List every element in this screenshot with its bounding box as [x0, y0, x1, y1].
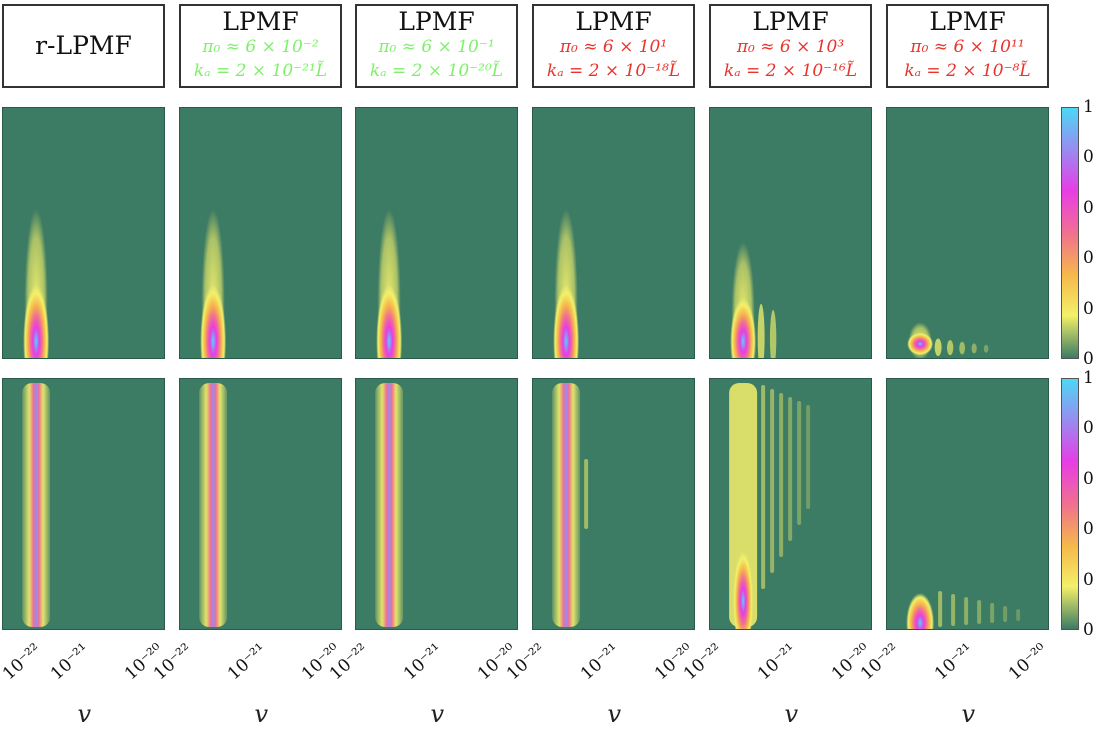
bottom-heatmap-panel-1 [2, 378, 165, 630]
density-band [22, 383, 51, 627]
fringe [788, 397, 793, 541]
column-header-5: LPMF π₀ ≈ 6 × 10³ kₐ = 2 × 10⁻¹⁶L̃ [709, 4, 872, 88]
fringe [761, 385, 766, 589]
pi-zero-label: π₀ ≈ 6 × 10¹¹ [910, 37, 1025, 57]
pi-zero-label: π₀ ≈ 6 × 10⁻² [202, 37, 319, 57]
fringe [757, 303, 765, 358]
colorbar-tick-label: 1 [1083, 368, 1094, 388]
x-axis-label: v [961, 700, 976, 728]
density-peak [23, 284, 50, 358]
bottom-heatmap-panel-4 [532, 378, 695, 630]
colorbar-tick-label: 0 [1083, 298, 1094, 319]
bottom-heatmap-panel-6 [886, 378, 1049, 630]
x-axis-label: v [784, 700, 799, 728]
fringe [964, 597, 969, 625]
column-header-3: LPMF π₀ ≈ 6 × 10⁻¹ kₐ = 2 × 10⁻²⁰L̃ [355, 4, 518, 88]
fringe [934, 338, 942, 357]
top-heatmap-panel-4 [532, 107, 695, 359]
pi-zero-label: π₀ ≈ 6 × 10³ [736, 37, 845, 57]
fringe [977, 600, 982, 624]
x-tick-label: 10⁻²¹ [224, 639, 271, 685]
colorbar-top [1061, 107, 1079, 359]
x-tick-label: 10⁻²¹ [577, 639, 624, 685]
colorbar-tick-label: 0 [1083, 519, 1094, 540]
ka-label: kₐ = 2 × 10⁻¹⁸L̃ [546, 61, 681, 81]
bottom-heatmap-panel-5 [709, 378, 872, 630]
top-heatmap-panel-2 [179, 107, 342, 359]
density-peak [200, 284, 227, 358]
density-band [552, 383, 581, 627]
bottom-heatmap-panel-3 [355, 378, 518, 630]
fringe [951, 594, 956, 626]
colorbar-tick-label: 0 [1083, 468, 1094, 489]
fringe [779, 393, 784, 557]
x-axis-label: v [77, 700, 92, 728]
density-peak [906, 593, 935, 629]
fringe [938, 591, 943, 627]
fringe [1016, 609, 1021, 621]
column-header-4: LPMF π₀ ≈ 6 × 10¹ kₐ = 2 × 10⁻¹⁸L̃ [532, 4, 695, 88]
ka-label: kₐ = 2 × 10⁻²¹L̃ [193, 61, 328, 81]
density-peak [733, 551, 754, 629]
column-header-title: LPMF [929, 7, 1006, 36]
pi-zero-label: π₀ ≈ 6 × 10⁻¹ [378, 37, 495, 57]
colorbar-bottom [1061, 378, 1079, 630]
fringe [584, 459, 589, 529]
x-axis-label: v [607, 700, 622, 728]
density-peak [376, 284, 403, 358]
x-tick-label: 10⁻²¹ [47, 639, 94, 685]
density-peak [907, 332, 934, 356]
top-heatmap-panel-5 [709, 107, 872, 359]
column-header-1: r-LPMF [2, 4, 165, 88]
x-tick-label: 10⁻²¹ [754, 639, 801, 685]
fringe [990, 603, 995, 623]
column-header-title: LPMF [222, 7, 299, 36]
fringe [959, 341, 966, 355]
x-tick-label: 10⁻²¹ [931, 639, 978, 685]
x-axis-label: v [430, 700, 445, 728]
top-heatmap-panel-1 [2, 107, 165, 359]
fringe [946, 340, 954, 356]
fringe [971, 343, 977, 354]
x-axis-label: v [254, 700, 269, 728]
column-header-title: LPMF [752, 7, 829, 36]
pi-zero-label: π₀ ≈ 6 × 10¹ [559, 37, 668, 57]
ka-label: kₐ = 2 × 10⁻⁸L̃ [904, 61, 1031, 81]
column-header-6: LPMF π₀ ≈ 6 × 10¹¹ kₐ = 2 × 10⁻⁸L̃ [886, 4, 1049, 88]
colorbar-tick-label: 0 [1083, 197, 1094, 218]
colorbar-tick-label: 0 [1083, 349, 1094, 369]
fringe [983, 344, 989, 353]
fringe [1003, 606, 1008, 622]
colorbar-tick-label: 0 [1083, 569, 1094, 590]
fringe [797, 401, 802, 525]
fringe [770, 389, 775, 573]
bottom-heatmap-panel-2 [179, 378, 342, 630]
x-tick-label: 10⁻²² [0, 639, 46, 685]
colorbar-tick-label: 0 [1083, 248, 1094, 269]
density-band [375, 383, 404, 627]
colorbar-tick-label: 0 [1083, 147, 1094, 168]
colorbar-tick-label: 1 [1083, 97, 1094, 117]
density-peak [730, 298, 757, 358]
column-header-title: LPMF [575, 7, 652, 36]
fringe [769, 310, 777, 358]
column-header-2: LPMF π₀ ≈ 6 × 10⁻² kₐ = 2 × 10⁻²¹L̃ [179, 4, 342, 88]
ka-label: kₐ = 2 × 10⁻²⁰L̃ [369, 61, 504, 81]
column-header-title: LPMF [398, 7, 475, 36]
x-tick-label: 10⁻²¹ [400, 639, 447, 685]
density-peak [553, 284, 580, 358]
top-heatmap-panel-6 [886, 107, 1049, 359]
column-header-title: r-LPMF [35, 31, 132, 60]
colorbar-tick-label: 0 [1083, 418, 1094, 439]
density-band [199, 383, 228, 627]
top-heatmap-panel-3 [355, 107, 518, 359]
colorbar-tick-label: 0 [1083, 620, 1094, 640]
fringe [806, 405, 811, 509]
x-tick-label: 10⁻²⁰ [1005, 639, 1052, 685]
ka-label: kₐ = 2 × 10⁻¹⁶L̃ [723, 61, 858, 81]
